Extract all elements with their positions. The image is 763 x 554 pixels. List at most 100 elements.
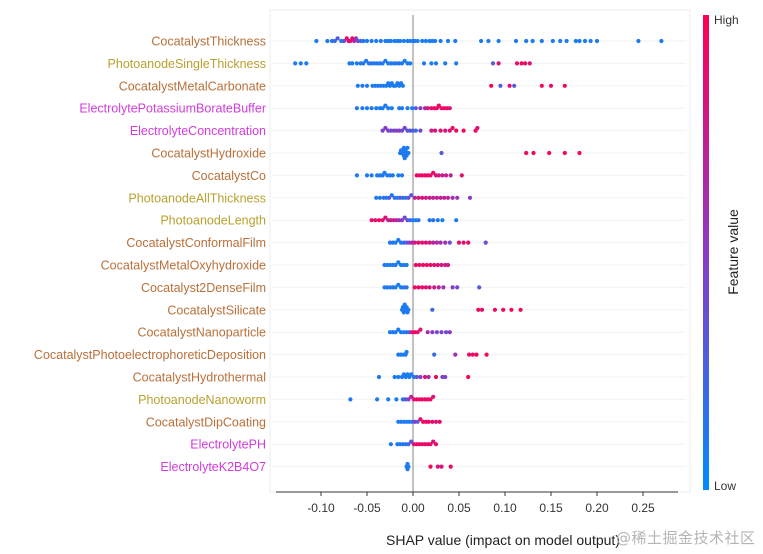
shap-point: [432, 262, 437, 268]
shap-point: [455, 195, 460, 200]
shap-point: [376, 374, 382, 380]
x-tick-label: 0.00: [401, 501, 425, 515]
shap-point: [392, 374, 397, 380]
shap-point: [415, 419, 420, 424]
x-tick-label: 0.05: [447, 501, 471, 515]
shap-point: [439, 330, 444, 335]
shap-point: [399, 61, 405, 66]
shap-point: [423, 195, 428, 200]
x-tick-label: -0.10: [307, 501, 335, 515]
shap-point: [450, 125, 455, 131]
shap-point: [433, 374, 439, 380]
shap-point: [577, 150, 582, 156]
x-axis-title: SHAP value (impact on model output): [386, 532, 620, 548]
shap-point: [440, 218, 445, 223]
shap-point: [393, 262, 398, 268]
shap-point: [355, 83, 360, 88]
shap-point: [441, 285, 446, 290]
shap-point: [406, 195, 411, 200]
shap-point: [335, 36, 340, 41]
shap-point: [374, 38, 379, 44]
shap-point: [445, 195, 451, 200]
shap-point: [448, 173, 453, 178]
shap-point: [427, 195, 432, 200]
shap-point: [380, 106, 385, 111]
shap-point: [418, 106, 423, 111]
shap-point: [382, 170, 387, 175]
shap-point: [354, 61, 359, 66]
x-tick-label: 0.10: [493, 501, 517, 515]
shap-point: [431, 439, 436, 444]
shap-point: [418, 327, 423, 332]
shap-point: [361, 61, 366, 66]
shap-point: [388, 38, 393, 44]
shap-point: [360, 83, 365, 88]
shap-point: [454, 61, 459, 66]
colorbar-high-label: High: [714, 13, 739, 27]
shap-point: [514, 61, 520, 66]
shap-point: [474, 352, 479, 357]
shap-point: [393, 285, 398, 290]
shap-point: [406, 150, 411, 156]
shap-point: [414, 374, 419, 380]
shap-point: [425, 106, 430, 111]
shap-point: [439, 262, 444, 268]
shap-point: [417, 262, 422, 268]
shap-point: [439, 464, 444, 469]
shap-point: [396, 173, 401, 178]
shap-point: [432, 352, 437, 357]
shap-point: [401, 38, 406, 44]
shap-point: [408, 61, 413, 66]
shap-point: [389, 106, 394, 111]
shap-point: [293, 61, 298, 66]
shap-point: [374, 106, 379, 111]
shap-point: [443, 374, 448, 380]
x-tick-label: 0.15: [539, 501, 563, 515]
feature-label: CocatalystThickness: [151, 35, 266, 49]
shap-point: [396, 327, 401, 332]
shap-point: [443, 61, 448, 66]
shap-point: [427, 218, 432, 223]
shap-point: [402, 125, 407, 131]
shap-point: [354, 173, 359, 178]
shap-point: [523, 61, 528, 66]
shap-point: [466, 240, 471, 245]
shap-point: [402, 215, 407, 220]
shap-point: [396, 237, 401, 243]
shap-point: [421, 61, 427, 66]
feature-label: CocatalystPhotoelectrophoreticDeposition: [34, 348, 266, 362]
shap-point: [450, 195, 455, 200]
shap-point: [562, 83, 567, 88]
shap-point: [416, 195, 421, 200]
shap-point: [539, 38, 544, 44]
shap-point: [418, 417, 423, 422]
shap-point: [424, 262, 429, 268]
shap-point: [475, 125, 480, 131]
shap-point: [636, 38, 641, 44]
shap-point: [393, 240, 398, 245]
shap-point: [431, 170, 436, 175]
shap-point: [436, 173, 441, 178]
feature-label: ElectrolyteConcentration: [130, 124, 266, 138]
shap-point: [427, 240, 432, 245]
shap-point: [438, 38, 443, 44]
shap-point: [490, 61, 496, 66]
shap-point: [558, 38, 563, 44]
shap-point: [350, 61, 355, 66]
shap-point: [388, 442, 393, 447]
feature-label: ElectrolytePotassiumBorateBuffer: [79, 102, 266, 116]
shap-point: [594, 38, 600, 44]
shap-point: [479, 38, 484, 44]
shap-point: [429, 61, 434, 66]
shap-point: [425, 330, 430, 335]
shap-point: [564, 38, 569, 44]
shap-point: [438, 128, 443, 133]
shap-point: [431, 240, 436, 245]
shap-point: [513, 38, 519, 44]
shap-point: [412, 285, 417, 290]
shap-point: [399, 128, 405, 133]
shap-point: [439, 150, 444, 156]
shap-point: [396, 374, 401, 380]
shap-point: [530, 38, 535, 44]
shap-point: [402, 58, 407, 63]
